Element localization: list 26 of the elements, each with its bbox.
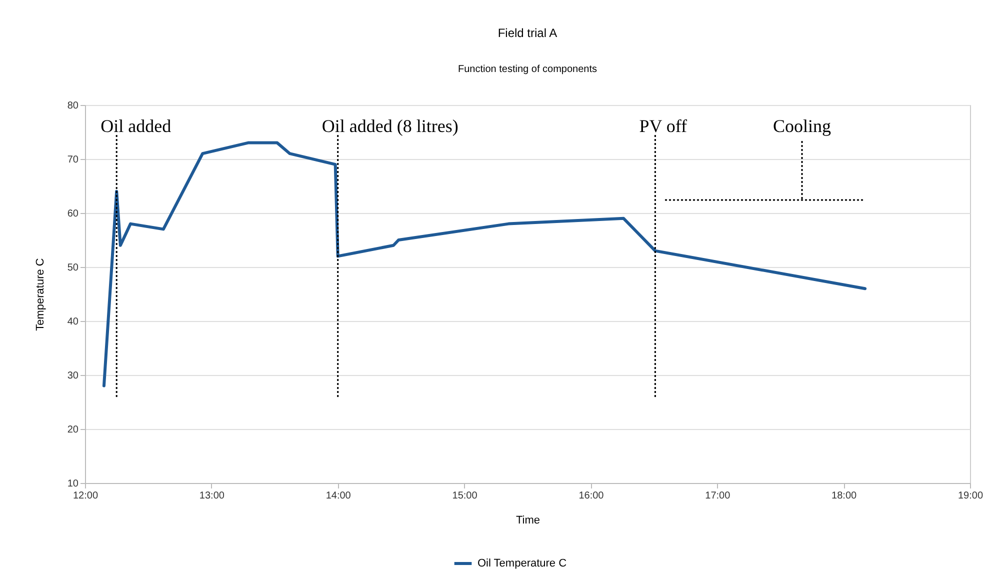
y-tick-label: 50 [67, 262, 79, 274]
x-tick-label: 17:00 [705, 490, 731, 502]
x-tick-label: 12:00 [72, 490, 98, 502]
x-tick-label: 15:00 [452, 490, 478, 502]
x-tick-label: 19:00 [958, 490, 984, 502]
x-tick-label: 18:00 [832, 490, 858, 502]
ref-line-label: PV off [639, 116, 688, 136]
y-tick-label: 60 [67, 208, 79, 220]
chart-subtitle: Function testing of components [458, 64, 597, 75]
y-tick-label: 40 [67, 316, 79, 328]
y-tick-label: 30 [67, 370, 79, 382]
ref-line-label: Oil added [100, 116, 172, 136]
ref-line-label: Oil added (8 litres) [322, 116, 458, 136]
x-tick-label: 13:00 [199, 490, 225, 502]
x-tick-label: 16:00 [578, 490, 604, 502]
y-tick-label: 70 [67, 154, 79, 166]
y-tick-label: 80 [67, 100, 79, 112]
chart-title: Field trial A [498, 26, 558, 40]
y-tick-label: 10 [67, 478, 79, 490]
line-series [102, 141, 867, 388]
x-axis-title: Time [516, 514, 540, 526]
x-tick-label: 14:00 [326, 490, 352, 502]
y-tick-label: 20 [67, 424, 79, 436]
y-axis-title: Temperature C [34, 258, 46, 331]
annotation: Cooling [772, 116, 832, 136]
legend-label: Oil Temperature C [478, 558, 567, 570]
